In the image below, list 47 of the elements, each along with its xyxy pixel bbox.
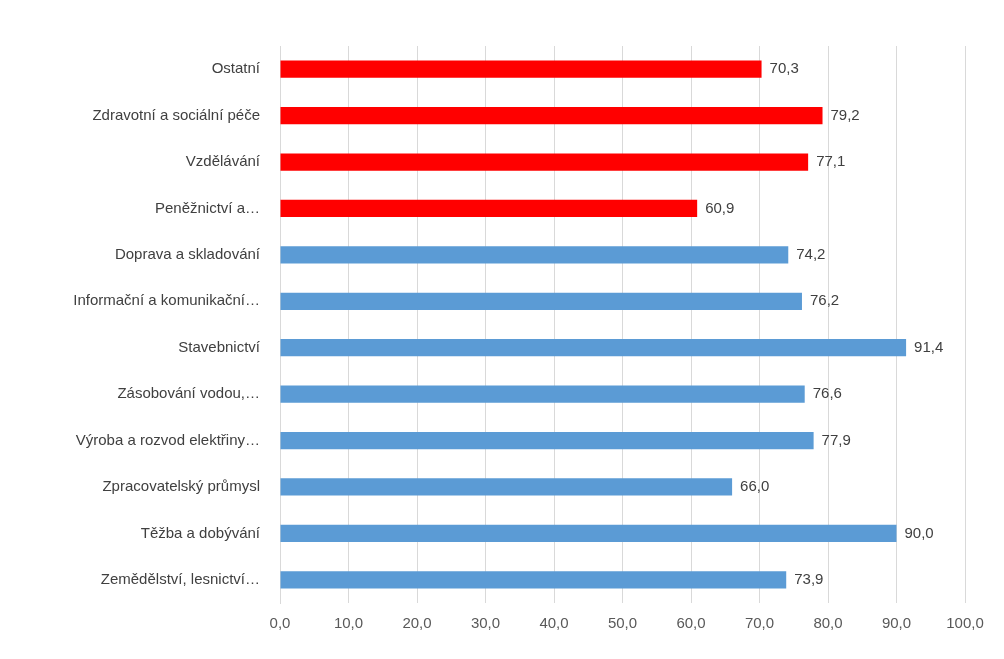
data-label: 74,2 [796, 245, 826, 263]
data-label: 66,0 [740, 477, 770, 495]
y-tick-label: Zpracovatelský průmysl [102, 477, 260, 495]
data-label: 73,9 [794, 569, 824, 587]
x-tick-label: 70,0 [744, 614, 775, 632]
bar [280, 60, 762, 78]
y-tick-label: Těžba a dobývání [140, 523, 261, 541]
y-tick-label: Peněžnictví a… [154, 198, 260, 216]
bar [280, 292, 802, 310]
y-tick-label: Výroba a rozvod elektřiny… [75, 430, 260, 448]
x-tick-label: 90,0 [881, 614, 912, 632]
data-label: 90,0 [904, 523, 934, 541]
bar [280, 153, 809, 171]
y-tick-label: Stavebnictví [178, 337, 261, 355]
data-label: 79,2 [830, 105, 860, 123]
y-tick-label: Ostatní [211, 59, 261, 77]
x-tick-label: 100,0 [946, 614, 984, 632]
data-label: 77,1 [816, 152, 846, 170]
bar [280, 339, 907, 357]
bar [280, 431, 814, 450]
y-tick-label: Zemědělství, lesnictví… [100, 569, 260, 587]
data-label: 76,6 [812, 384, 842, 402]
data-label: 77,9 [821, 430, 851, 448]
x-tick-label: 80,0 [813, 614, 843, 632]
bar [280, 524, 897, 542]
x-tick-label: 50,0 [607, 614, 638, 632]
y-tick-label: Doprava a skladování [114, 245, 261, 263]
bar [280, 107, 823, 125]
x-tick-label: 20,0 [402, 614, 432, 632]
data-label: 60,9 [705, 198, 735, 216]
x-tick-label: 30,0 [470, 614, 501, 632]
y-tick-label: Vzdělávání [185, 152, 261, 170]
data-label: 91,4 [914, 337, 944, 355]
data-label: 70,3 [769, 59, 799, 77]
bar [280, 571, 787, 589]
y-tick-label: Informační a komunikační… [73, 291, 260, 309]
data-label: 76,2 [809, 291, 840, 309]
y-tick-label: Zdravotní a sociální péče [92, 105, 260, 123]
x-tick-label: 40,0 [539, 614, 569, 632]
bar [280, 199, 698, 218]
bar [280, 246, 789, 264]
x-tick-label: 0,0 [269, 614, 291, 632]
bar [280, 385, 805, 403]
y-tick-label: Zásobování vodou,… [117, 384, 260, 402]
x-tick-label: 60,0 [676, 614, 706, 632]
bar [280, 478, 733, 496]
x-tick-label: 10,0 [333, 614, 364, 632]
